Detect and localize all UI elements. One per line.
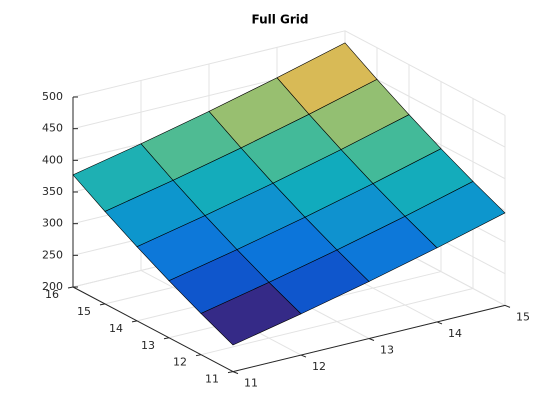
y-tick-label: 16 bbox=[45, 288, 59, 301]
y-tick bbox=[227, 371, 234, 374]
chart-title: Full Grid bbox=[251, 13, 308, 27]
surface-patch bbox=[200, 282, 302, 346]
z-tick-label: 250 bbox=[42, 248, 63, 261]
z-tick-label: 350 bbox=[42, 185, 63, 198]
z-tick-label: 300 bbox=[42, 217, 63, 230]
z-tick-label: 400 bbox=[42, 153, 63, 166]
y-tick-label: 12 bbox=[173, 356, 187, 369]
x-tick bbox=[232, 371, 239, 375]
y-tick-label: 15 bbox=[77, 305, 91, 318]
x-tick-label: 14 bbox=[448, 327, 462, 340]
x-tick-label: 13 bbox=[380, 344, 394, 357]
grid-line bbox=[200, 287, 474, 356]
y-tick-label: 14 bbox=[109, 322, 123, 335]
x-tick-label: 12 bbox=[312, 360, 326, 373]
y-tick bbox=[195, 354, 202, 357]
y-tick bbox=[67, 286, 74, 289]
y-tick bbox=[163, 337, 170, 340]
y-tick-label: 13 bbox=[141, 339, 155, 352]
grid-line bbox=[72, 30, 346, 98]
y-axis bbox=[72, 286, 234, 373]
x-tick-label: 11 bbox=[244, 377, 258, 390]
x-tick-label: 15 bbox=[516, 310, 530, 323]
z-tick-label: 450 bbox=[42, 122, 63, 135]
grid-line bbox=[344, 30, 506, 116]
z-tick-label: 500 bbox=[42, 90, 63, 103]
y-tick bbox=[99, 303, 106, 306]
x-tick bbox=[300, 354, 307, 358]
x-tick bbox=[368, 338, 375, 341]
x-tick bbox=[436, 321, 443, 325]
x-tick bbox=[504, 304, 511, 308]
z-tick-label: 200 bbox=[42, 280, 63, 293]
y-tick bbox=[131, 320, 138, 323]
y-tick-label: 11 bbox=[205, 373, 219, 386]
